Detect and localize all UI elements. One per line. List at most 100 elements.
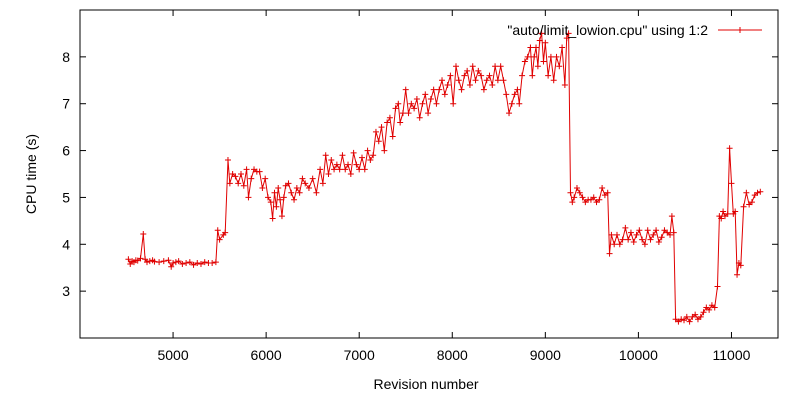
plot-frame [79,9,779,339]
data-point [469,63,476,70]
data-point [720,208,727,215]
data-point [667,231,674,238]
data-point [559,44,566,51]
x-tick-label: 8000 [437,347,468,363]
legend-plus-marker [737,27,743,33]
data-point [630,238,637,245]
data-point [156,259,163,266]
data-point [611,241,618,248]
data-point [248,175,255,182]
data-point [243,166,250,173]
data-point [627,229,634,236]
data-point [408,100,415,107]
data-point [322,152,329,159]
data-point [538,30,545,37]
data-point [259,185,266,192]
data-point [422,91,429,98]
data-point [264,194,271,201]
data-point [367,156,374,163]
data-point [356,166,363,173]
data-point [413,96,420,103]
data-point [464,67,471,74]
data-point [754,189,761,196]
data-point [494,77,501,84]
data-point [486,72,493,79]
data-point [278,213,285,220]
data-point [647,236,654,243]
data-point [556,63,563,70]
data-point [168,263,175,270]
data-point [728,180,735,187]
data-point [579,194,586,201]
y-tick-label: 4 [62,236,70,252]
data-point [480,86,487,93]
data-point [700,309,707,316]
data-point [226,180,233,187]
data-point [737,262,744,269]
data-point [697,313,704,320]
y-axis: 3 4 5 6 7 8 [62,49,778,299]
data-point [567,189,574,196]
data-point [280,194,287,201]
data-point [317,166,324,173]
data-point [573,185,580,192]
y-tick-label: 8 [62,49,70,65]
y-tick-label: 7 [62,96,70,112]
data-point [472,77,479,84]
data-point [273,203,280,210]
data-point [606,250,613,257]
data-point [461,72,468,79]
data-point [668,213,675,220]
data-point [419,100,426,107]
data-point [571,194,578,201]
data-point [296,189,303,196]
data-point [650,231,657,238]
data-point [313,189,320,196]
data-point [706,306,713,313]
data-point [450,100,457,107]
data-point [757,188,764,195]
data-point [639,236,646,243]
data-point [569,199,576,206]
data-point [309,175,316,182]
data-point [483,77,490,84]
data-point [724,210,731,217]
data-point [222,229,229,236]
data-point [511,91,518,98]
data-point [375,138,382,145]
data-point [194,260,201,267]
data-point [625,236,632,243]
legend-series-label: "auto/limit_lowion.cpu" using 1:2 [507,22,708,38]
data-point [305,185,312,192]
data-point [436,86,443,93]
data-point [714,283,721,290]
data-point [160,258,167,265]
data-point [179,260,186,267]
data-point [342,166,349,173]
data-point [670,229,677,236]
data-point [503,91,510,98]
data-point [245,194,252,201]
data-point [563,35,570,42]
data-point [197,260,204,267]
data-point [331,166,338,173]
x-axis: 5000 6000 7000 8000 9000 10000 11000 [157,10,751,363]
data-point [389,133,396,140]
data-point [285,180,292,187]
data-point [521,58,528,65]
data-point [596,196,603,203]
data-point [439,77,446,84]
data-point [455,77,462,84]
x-axis-label: Revision number [373,376,478,392]
data-point [392,105,399,112]
data-point [425,110,432,117]
series-line [127,33,761,323]
data-point [441,91,448,98]
data-point [458,86,465,93]
x-tick-label: 6000 [251,347,282,363]
data-point [447,72,454,79]
data-point [384,119,391,126]
data-point [238,171,245,177]
y-axis-label: CPU time (s) [23,134,39,214]
